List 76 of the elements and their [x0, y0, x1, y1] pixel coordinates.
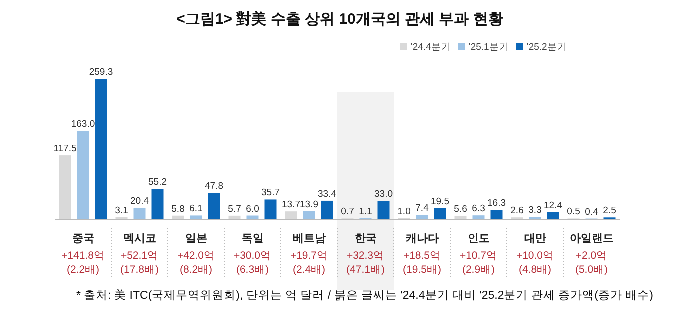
- data-label: 0.7: [341, 206, 354, 218]
- bar: [134, 208, 146, 219]
- data-label: 47.8: [205, 181, 224, 192]
- bar: [246, 216, 259, 219]
- data-label: 35.7: [262, 188, 280, 199]
- text: +141.8억 (2.2배): [62, 250, 105, 276]
- data-label: 259.3: [89, 67, 114, 78]
- data-label: 3.1: [115, 205, 128, 216]
- legend-label: '25.2분기: [527, 42, 568, 53]
- data-label: 13.7: [282, 200, 300, 211]
- x-tick-label: 독일: [242, 233, 264, 245]
- x-tick-label: 베트남: [292, 233, 326, 245]
- text: +32.3억 (47.1배): [346, 250, 385, 276]
- bar: [416, 215, 428, 219]
- data-label: 5.6: [454, 204, 468, 215]
- x-tick-label: 캐나다: [404, 233, 439, 245]
- text: +52.1억 (17.8배): [120, 250, 159, 276]
- bar: [490, 210, 503, 219]
- bar: [190, 216, 202, 219]
- text: * 출처: 美 ITC(국제무역위원회), 단위는 억 달러 / 붉은 글씨는 '24.4분기 대비 '25.2분기 관세 증가액(증가 배수): [76, 288, 654, 302]
- data-label: 6.0: [246, 204, 260, 215]
- data-label: 6.1: [190, 204, 203, 215]
- text: +30.0억 (6.3배): [234, 250, 272, 276]
- bar: [77, 130, 90, 219]
- data-label: 19.5: [431, 196, 450, 208]
- data-label: 55.2: [148, 177, 167, 188]
- text: +2.0억 (5.0배): [575, 250, 608, 276]
- data-label: 117.5: [54, 144, 77, 155]
- x-tick-label: 중국: [72, 233, 94, 245]
- x-tick-label: 인도: [468, 233, 490, 245]
- text: +42.0억 (8.2배): [177, 250, 216, 276]
- bar: [95, 79, 108, 219]
- text: +19.7억 (2.4배): [290, 250, 328, 276]
- data-label: 7.4: [416, 203, 429, 214]
- x-tick-label: 일본: [185, 233, 208, 245]
- bar: [59, 156, 72, 219]
- text: +10.7억 (2.9배): [460, 250, 498, 276]
- data-label: 5.8: [172, 204, 185, 215]
- bar: [228, 216, 241, 219]
- data-label: 33.0: [374, 189, 393, 200]
- x-tick-label: 멕시코: [123, 233, 156, 245]
- bar: [172, 216, 184, 219]
- data-label: 20.4: [130, 196, 149, 207]
- bar: [321, 200, 334, 219]
- data-label: 0.5: [567, 206, 580, 218]
- data-label: 16.3: [488, 198, 506, 210]
- bar: [208, 193, 220, 219]
- bar: [454, 216, 467, 219]
- bar: [303, 211, 316, 219]
- x-tick-label: 대만: [524, 233, 546, 245]
- bar: [434, 208, 446, 219]
- bar: [285, 212, 298, 219]
- data-label: 0.4: [585, 206, 598, 218]
- data-label: 33.4: [318, 188, 336, 200]
- data-label: 2.5: [603, 206, 616, 217]
- data-label: 3.3: [528, 205, 542, 216]
- text: +10.0억 (4.8배): [516, 250, 554, 276]
- bar: [264, 200, 277, 219]
- data-label: 6.3: [472, 204, 486, 215]
- bar: [378, 201, 390, 219]
- data-label: 13.9: [300, 199, 318, 210]
- x-tick-label: 한국: [354, 233, 377, 245]
- bar: [547, 212, 560, 219]
- data-label: 1.0: [398, 206, 411, 218]
- data-label: 12.4: [544, 200, 562, 212]
- legend-label: '25.1분기: [469, 42, 510, 53]
- legend-label: '24.4분기: [411, 42, 452, 53]
- data-label: 5.7: [228, 204, 242, 215]
- chart-title: <그림1> 對美 수출 상위 10개국의 관세 부과 현황: [176, 10, 504, 28]
- bar: [472, 216, 485, 219]
- data-label: 163.0: [71, 118, 96, 130]
- x-tick-label: 아일랜드: [570, 233, 614, 245]
- data-label: 1.1: [359, 206, 372, 218]
- bar: [152, 189, 164, 219]
- text: +18.5억 (19.5배): [403, 250, 442, 276]
- data-label: 2.6: [510, 206, 524, 217]
